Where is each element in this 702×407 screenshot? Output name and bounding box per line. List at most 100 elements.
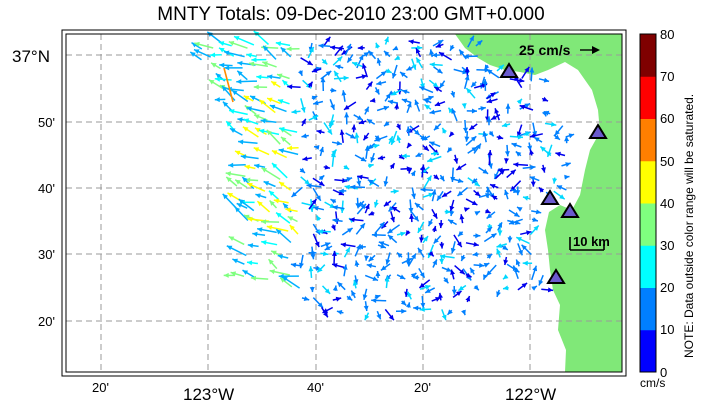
current-vector-head [269, 200, 275, 206]
current-vector-head [257, 201, 263, 207]
current-vector-head [357, 174, 363, 180]
current-vector-head [290, 262, 297, 268]
current-vector-head [305, 83, 312, 89]
current-vector-head [394, 55, 401, 60]
lon-label-122w: 122°W [505, 385, 556, 404]
current-vector-head [547, 287, 554, 293]
current-vector-head [517, 207, 523, 212]
map-outer-frame [61, 29, 627, 377]
current-vector-head [300, 107, 306, 113]
current-vector-head [405, 230, 411, 236]
current-vector-head [356, 244, 361, 250]
current-vector-head [317, 229, 323, 235]
current-vector-head [307, 60, 313, 65]
current-vector-head [515, 190, 521, 196]
current-vector-head [271, 150, 278, 155]
current-vector-head [383, 181, 389, 187]
current-vector-head [320, 77, 326, 83]
lat-label-30: 30' [38, 247, 55, 262]
current-vector-head [466, 88, 472, 94]
current-vector-head [261, 167, 267, 173]
current-vector-head [311, 250, 317, 256]
lon-label-20b: 20' [414, 380, 431, 395]
current-vector-head [511, 142, 517, 148]
current-vector-head [552, 178, 558, 184]
current-vector-head [362, 63, 367, 69]
current-vector-head [276, 212, 282, 218]
current-vector-head [312, 115, 319, 121]
current-vector-head [464, 67, 470, 73]
current-vector-head [363, 52, 370, 57]
station-marker [588, 123, 608, 139]
current-vector-head [524, 103, 530, 109]
current-vector-head [324, 245, 331, 250]
current-vector-head [387, 99, 394, 105]
current-vector-head [448, 107, 454, 114]
current-vector-head [445, 209, 451, 215]
current-vector-head [237, 60, 243, 66]
current-vector-head [461, 103, 467, 109]
current-vector-head [338, 188, 344, 194]
current-vector-head [483, 263, 490, 268]
current-vector-head [515, 259, 521, 266]
current-vector-head [254, 163, 260, 169]
current-vector-head [564, 174, 570, 180]
current-vector-head [505, 103, 511, 109]
current-vector-head [224, 50, 230, 56]
current-vector-head [364, 255, 370, 261]
current-vector-head [342, 264, 348, 270]
current-vector-head [400, 72, 406, 77]
lat-label-50: 50' [38, 115, 55, 130]
current-vector-head [352, 62, 358, 67]
current-vector-head [379, 222, 385, 228]
current-vector-head [223, 272, 229, 278]
current-vector-head [490, 92, 496, 98]
current-vector-head [218, 41, 225, 46]
current-vector-head [406, 258, 412, 263]
current-vector-head [432, 82, 439, 88]
current-vector-head [482, 79, 488, 85]
current-vector-head [471, 81, 477, 88]
current-vector-head [368, 163, 374, 169]
current-vector-head [367, 179, 374, 185]
current-vector-head [298, 70, 303, 76]
current-vector-head [496, 248, 501, 255]
current-vector-head [391, 206, 398, 212]
current-vector-head [498, 64, 504, 70]
current-vector-head [367, 119, 373, 124]
current-vector-head [476, 40, 483, 46]
current-vector-head [429, 109, 435, 115]
current-vector-head [428, 192, 434, 198]
current-vector-head [389, 163, 395, 169]
current-vector-head [521, 283, 528, 288]
current-vector-head [429, 49, 434, 55]
distance-scale-label: 10 km [573, 234, 610, 249]
current-vector-head [269, 269, 275, 275]
current-vector-head [287, 84, 293, 90]
current-vector-head [227, 192, 234, 198]
current-vector-head [471, 108, 477, 114]
current-vector-head [437, 68, 443, 74]
current-vector-head [415, 152, 422, 157]
current-vector-head [272, 163, 278, 169]
current-vector-head [370, 156, 376, 163]
current-vector-head [211, 62, 217, 68]
current-vector-head [340, 242, 347, 248]
current-vector-head [532, 217, 538, 222]
current-vector-head [287, 145, 293, 151]
station-marker [540, 189, 560, 205]
colorbar-segment [640, 329, 656, 373]
current-vector-head [459, 269, 465, 275]
current-vector-head [291, 109, 297, 115]
current-vector-head [411, 253, 416, 260]
station-marker [560, 202, 580, 218]
current-vector-head [313, 100, 319, 106]
current-vector-head [322, 59, 328, 65]
current-vector-head [434, 86, 440, 92]
current-vector-head [409, 213, 415, 219]
current-vector-head [543, 77, 550, 83]
current-vector-head [250, 275, 257, 281]
current-vector-head [323, 311, 328, 318]
current-vector-head [459, 214, 465, 220]
current-vector-head [375, 42, 381, 49]
